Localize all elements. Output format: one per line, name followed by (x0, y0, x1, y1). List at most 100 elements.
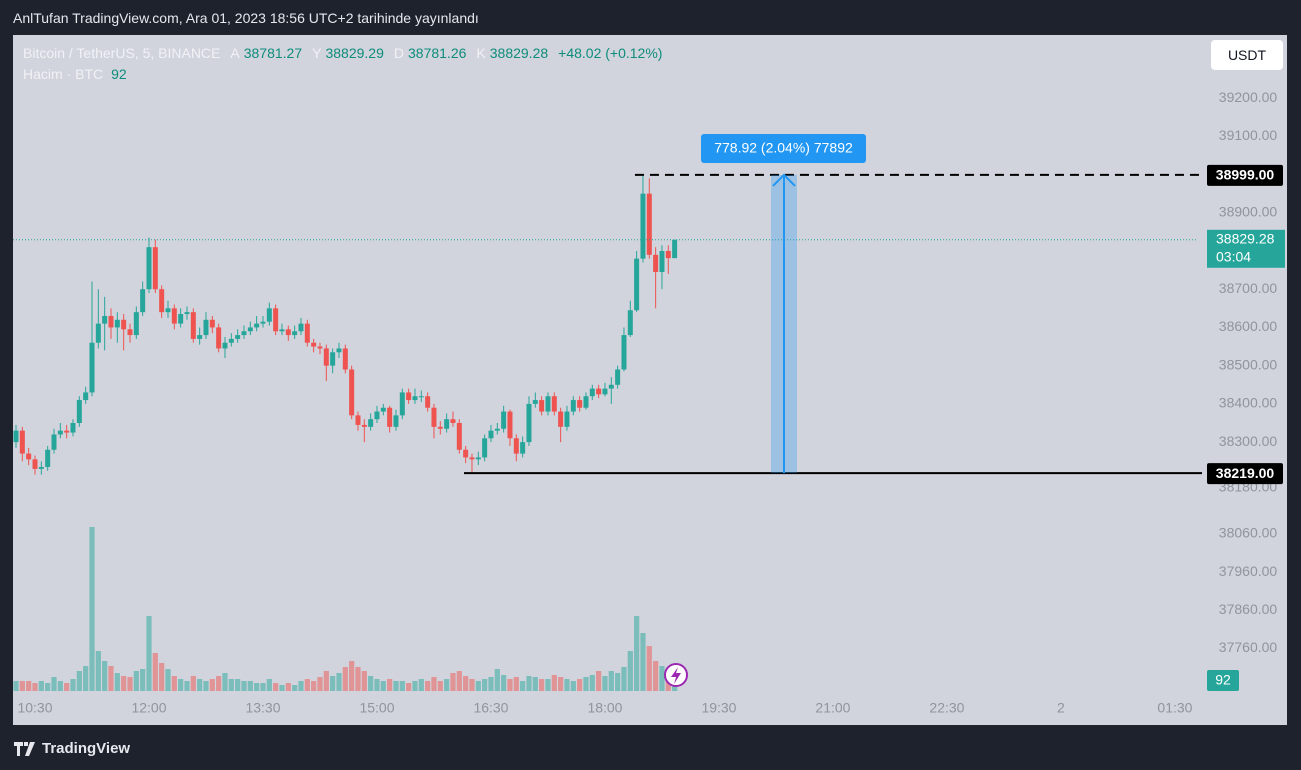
candle-body (95, 323, 101, 343)
volume-bar (558, 677, 564, 691)
candle-body (114, 319, 120, 328)
volume-bar (653, 661, 659, 691)
volume-bar (361, 671, 367, 691)
volume-bar (602, 676, 608, 691)
volume-bar (520, 681, 526, 691)
y-tick-label: 38300.00 (1219, 433, 1278, 449)
volume-bar (406, 683, 412, 691)
volume-bar (532, 677, 538, 691)
ohlc-value: 38829.29 (325, 45, 384, 61)
candle-body (488, 430, 494, 439)
candle-body (266, 308, 272, 322)
volume-bar (450, 673, 456, 691)
candle-body (355, 415, 361, 425)
candle-body (190, 312, 196, 339)
volume-title: Hacim · BTC (23, 66, 104, 82)
volume-bar (159, 663, 165, 691)
candle-body (361, 424, 367, 427)
volume-bar (596, 671, 602, 691)
candle-body (494, 428, 500, 431)
candle-body (152, 247, 158, 290)
volume-bar (13, 681, 19, 691)
candle-body (184, 312, 190, 315)
x-tick-label: 15:00 (359, 700, 394, 716)
candle-body (374, 411, 380, 420)
x-tick-label: 12:00 (131, 700, 166, 716)
candle-body (121, 319, 127, 330)
volume-bar (418, 679, 424, 691)
volume-bar (89, 527, 95, 691)
candle-body (273, 308, 279, 332)
candle-body (171, 308, 177, 324)
candle-body (437, 426, 443, 429)
candle-body (342, 348, 348, 370)
candle-body (159, 289, 165, 313)
candle-body (583, 396, 589, 408)
x-tick-label: 22:30 (929, 700, 964, 716)
ohlc-key: A (230, 45, 240, 61)
y-tick-label: 38900.00 (1219, 203, 1278, 219)
candle-body (51, 434, 57, 450)
candle-body (330, 352, 336, 366)
candle-body (399, 392, 405, 416)
candle-body (140, 289, 146, 313)
candle-body (393, 415, 399, 427)
volume-bar (171, 676, 177, 691)
volume-bar (374, 679, 380, 691)
volume-bar (634, 616, 640, 691)
volume-bar (482, 679, 488, 691)
candle-body (228, 338, 234, 343)
currency-button[interactable]: USDT (1211, 40, 1283, 70)
volume-bar (209, 679, 215, 691)
candle-body (260, 321, 266, 324)
candle-body (216, 327, 222, 349)
volume-bar (659, 666, 665, 691)
candle-body (336, 348, 342, 353)
volume-bar (513, 677, 519, 691)
candle-body (70, 423, 76, 433)
candle-body (577, 400, 583, 408)
y-tick-label: 37960.00 (1219, 563, 1278, 579)
volume-bar (412, 681, 418, 691)
logo (14, 741, 35, 756)
ohlc-value: 38829.28 (489, 45, 549, 61)
x-tick-label: 2 (1057, 700, 1065, 716)
footer: TradingView (14, 740, 130, 757)
brand: TradingView (42, 740, 131, 757)
candle-body (545, 396, 551, 412)
candle-body (108, 315, 114, 328)
candle-body (412, 396, 418, 401)
candle-body (45, 449, 51, 467)
volume-bar (64, 683, 70, 691)
candle-body (602, 388, 608, 395)
volume-bar (247, 681, 253, 691)
candle-body (634, 258, 640, 311)
volume-bar (640, 633, 646, 691)
candle-body (665, 250, 671, 259)
ohlc-key: Y (312, 45, 322, 61)
candle-body (133, 312, 139, 336)
volume-bar (102, 661, 108, 691)
candle-body (463, 449, 469, 458)
candle-body (146, 247, 152, 290)
price-tag (1207, 164, 1283, 186)
volume-bar (190, 676, 196, 691)
volume-bar (292, 685, 298, 691)
candle-body (209, 319, 215, 328)
volume-bar (621, 667, 627, 691)
volume-bar (577, 679, 583, 691)
volume-bar (266, 679, 272, 691)
volume-bar (32, 683, 38, 691)
candle-body (349, 369, 355, 416)
volume-bar (336, 673, 342, 691)
published-note: AnlTufan TradingView.com, Ara 01, 2023 1… (13, 10, 479, 26)
volume-bar (355, 667, 361, 691)
y-tick-label: 38500.00 (1219, 356, 1278, 372)
volume-bar (45, 683, 51, 691)
candle-body (83, 392, 89, 401)
candle-body (292, 331, 298, 336)
volume-bar (444, 679, 450, 691)
candle-body (482, 438, 488, 458)
candle-body (285, 329, 291, 336)
candle-body (32, 459, 38, 469)
